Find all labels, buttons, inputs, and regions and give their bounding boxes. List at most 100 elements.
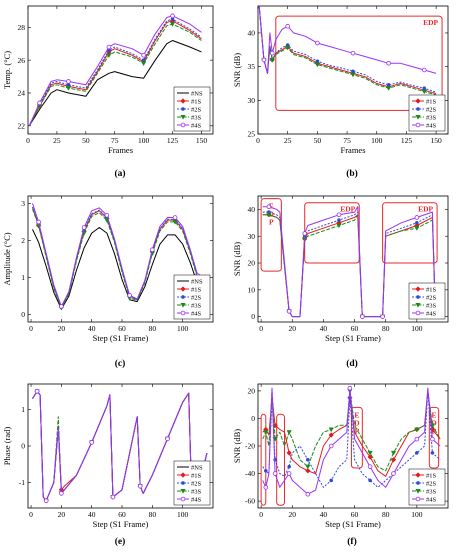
- x-tick-label-c: 100: [177, 324, 189, 333]
- point-2s: [315, 59, 320, 64]
- x-tick-label-b: 50: [314, 136, 322, 145]
- point-2s: [141, 58, 146, 63]
- point-1s: [286, 450, 292, 456]
- point-3s: [367, 450, 373, 456]
- legend-c: #NS#1S#2S#3S#4S: [173, 274, 211, 320]
- x-tick-label-d: 40: [320, 324, 328, 333]
- point-4s: [430, 436, 435, 442]
- point-4s: [380, 314, 385, 319]
- point-3s: [390, 450, 397, 456]
- legend-marker-1s: [415, 472, 421, 478]
- series-line-3s: [262, 390, 441, 472]
- chart-a: 0 25 50 75 100 125 150 22 24 26 28 Frames Temp. (°C)…: [2, 5, 214, 179]
- series-line-2s: [262, 390, 441, 488]
- y-tick-label-f: 0: [251, 414, 255, 423]
- legend-label-4s: #4S: [191, 122, 202, 129]
- chart-f: 0 20 40 60 80 100 -60 -40 -20 0 20 Step (S1 Frame) S…: [232, 383, 449, 547]
- y-tick-label-b: 30: [248, 96, 256, 105]
- legend-marker-2s: [181, 295, 185, 299]
- series-line-2s: [262, 211, 436, 318]
- legend-marker-3s: [415, 488, 421, 494]
- point-4s: [347, 385, 353, 391]
- edp-label-d: E: [269, 202, 274, 211]
- series-line-4s: [262, 206, 436, 318]
- x-axis-label-c: Step (S1 Frame): [93, 333, 149, 343]
- y-axis-label-f: SNR (dB): [232, 429, 242, 463]
- point-4s: [336, 212, 342, 218]
- legend-marker-2s: [416, 107, 420, 111]
- subfigure-label-f: (f): [347, 536, 357, 547]
- point-4s: [172, 215, 178, 220]
- edp-label-f: D: [431, 418, 437, 427]
- x-tick-label-d: 80: [382, 324, 390, 333]
- chart-c: 0 20 40 60 80 100 0 1 2 3 Step (S1 Frame) Amplitude…: [2, 195, 214, 369]
- point-2s: [415, 451, 419, 455]
- legend-f: #1S#2S#3S#4S: [408, 468, 446, 506]
- point-4s: [360, 314, 365, 319]
- point-3s: [263, 430, 269, 435]
- point-4s: [89, 440, 94, 445]
- legend-marker-3s: [180, 114, 186, 120]
- point-4s: [269, 50, 275, 56]
- point-4s: [104, 212, 110, 218]
- legend-marker-1s: [415, 286, 421, 292]
- x-tick-label-f: 40: [320, 510, 328, 519]
- series-line-1s: [28, 20, 202, 127]
- x-tick-label-e: 60: [118, 510, 126, 519]
- edp-box-f: [260, 413, 267, 506]
- series-line-4s: [32, 203, 199, 307]
- legend-label-4s: #4S: [191, 310, 202, 317]
- point-1s: [390, 457, 397, 463]
- edp-label-d: EDP: [340, 205, 355, 214]
- point-4s: [110, 494, 116, 500]
- subfigure-label-a: (a): [114, 168, 125, 179]
- point-2s: [368, 478, 372, 483]
- legend-d: #1S#2S#3S#4S: [408, 282, 446, 320]
- legend-marker-2s: [416, 295, 420, 299]
- point-3s: [328, 427, 334, 433]
- series-line-4s: [262, 387, 441, 495]
- point-3s: [106, 53, 112, 58]
- x-tick-label-d: 60: [351, 324, 359, 333]
- point-1s: [305, 468, 311, 474]
- legend-label-1s: #1S: [191, 472, 202, 479]
- x-tick-label-a: 150: [196, 136, 208, 145]
- edp-label-d: EDP: [418, 205, 433, 214]
- legend-marker-3s: [415, 114, 421, 120]
- legend-label-4s: #4S: [426, 310, 437, 317]
- x-tick-label-b: 0: [256, 136, 260, 145]
- point-4s: [421, 67, 427, 73]
- x-tick-label-e: 40: [88, 510, 96, 519]
- subfigure-label-d: (d): [346, 358, 358, 369]
- series-line-3s: [258, 6, 437, 96]
- legend-label-3s: #3S: [191, 302, 202, 309]
- legend-marker-2s: [416, 481, 420, 485]
- point-3s: [266, 212, 272, 218]
- point-4s: [127, 293, 132, 298]
- y-tick-label-f: -20: [245, 442, 255, 451]
- x-tick-label-b: 125: [401, 136, 413, 145]
- legend-marker-1s: [180, 98, 186, 104]
- point-4s: [391, 471, 396, 476]
- legend-label-2s: #2S: [426, 480, 437, 487]
- y-tick-label-a: 26: [18, 56, 26, 65]
- legend-box-a: [173, 86, 211, 132]
- point-4s: [150, 247, 155, 253]
- y-tick-label-b: 35: [248, 62, 256, 71]
- edp-box-b: [275, 15, 443, 111]
- series-line-1s: [258, 6, 437, 95]
- x-tick-label-f: 20: [289, 510, 297, 519]
- point-2s: [415, 220, 419, 225]
- legend-marker-4s: [180, 122, 186, 128]
- x-tick-label-e: 0: [29, 510, 33, 519]
- x-tick-label-e: 20: [58, 510, 66, 519]
- point-2s: [263, 468, 268, 473]
- point-3s: [336, 223, 342, 229]
- point-2s: [287, 464, 291, 469]
- point-4s: [386, 60, 391, 66]
- x-tick-label-a: 0: [26, 136, 30, 145]
- point-4s: [315, 40, 320, 46]
- point-4s: [43, 498, 49, 504]
- legend-label-2s: #2S: [426, 106, 437, 113]
